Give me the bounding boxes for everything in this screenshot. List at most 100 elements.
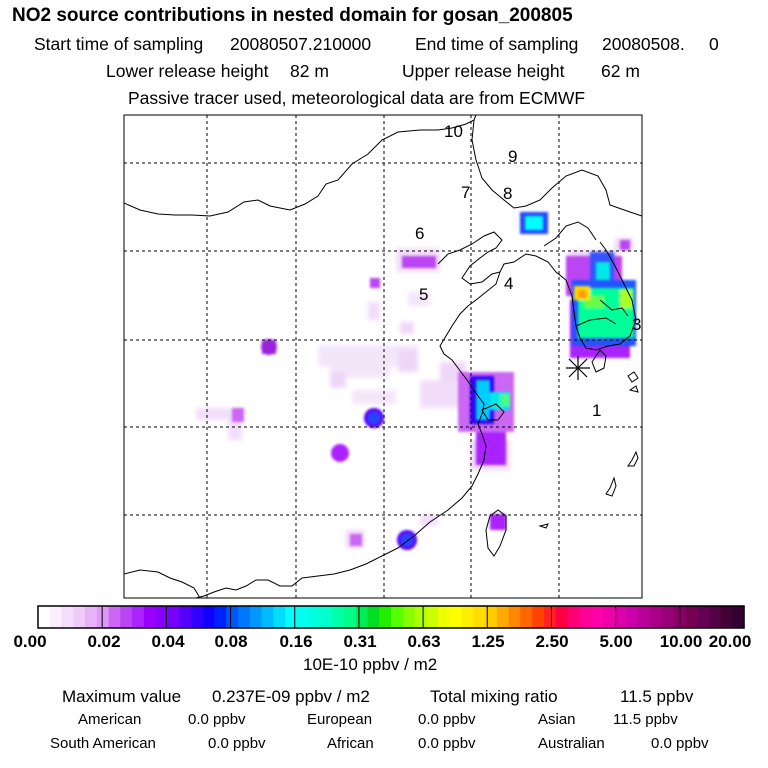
region-label-4: 4 (504, 274, 513, 293)
colorbar-swatch (685, 606, 698, 628)
colorbar-swatch (202, 606, 216, 628)
colorbar-tick: 5.00 (599, 632, 633, 651)
colorbar-tick: 20.00 (708, 632, 752, 651)
colorbar-swatch (332, 606, 345, 628)
tracer-note: Passive tracer used, meteorological data… (128, 88, 586, 108)
colorbar-swatch (367, 606, 380, 628)
lower-height-label: Lower release height (106, 61, 269, 81)
end-time-label: End time of sampling (415, 34, 579, 54)
colorbar-swatch (626, 606, 639, 628)
start-time-value: 20080507.210000 (230, 34, 372, 54)
colorbar-swatch (179, 606, 192, 628)
receptor-star-marker (566, 356, 590, 380)
colorbar-swatch (496, 606, 510, 628)
concentration-high-layer (476, 216, 634, 420)
colorbar-swatch (543, 606, 557, 628)
colorbar-frame (37, 605, 745, 629)
colorbar-swatch (190, 606, 204, 628)
south-american-label: South American (50, 735, 156, 752)
colorbar-swatch (61, 606, 74, 628)
colorbar-swatch (132, 606, 145, 628)
region-label-10: 10 (444, 122, 463, 141)
map-grid (124, 115, 642, 598)
colorbar-tick: 10.00 (659, 632, 703, 651)
colorbar-swatches (38, 606, 745, 628)
african-label: African (327, 735, 374, 752)
colorbar-swatch (249, 606, 263, 628)
colorbar-swatch (567, 606, 580, 628)
colorbar-swatch (96, 606, 110, 628)
lower-height-value: 82 m (290, 61, 329, 81)
colorbar-swatch (508, 606, 522, 628)
colorbar-swatch (708, 606, 722, 628)
colorbar-swatch (461, 606, 474, 628)
colorbar-swatch (273, 606, 286, 628)
colorbar-swatch (238, 606, 251, 628)
colorbar-swatch (226, 606, 239, 628)
colorbar-swatch (343, 606, 357, 628)
start-time-label: Start time of sampling (34, 34, 204, 54)
region-label-7: 7 (461, 183, 470, 202)
colorbar-swatch (73, 606, 86, 628)
colorbar-swatch (296, 606, 310, 628)
map-frame (123, 114, 643, 599)
south-american-value: 0.0 ppbv (208, 735, 266, 752)
colorbar-swatch (108, 606, 121, 628)
colorbar-swatch (261, 606, 274, 628)
colorbar-tick: 2.50 (535, 632, 569, 651)
colorbar-swatch (520, 606, 533, 628)
total-mixing-label: Total mixing ratio (430, 687, 558, 706)
region-label-1: 1 (592, 401, 601, 420)
region-label-3: 3 (632, 315, 641, 334)
colorbar-swatch (438, 606, 451, 628)
colorbar-swatch (308, 606, 321, 628)
upper-height-value: 62 m (601, 61, 640, 81)
colorbar-swatch (214, 606, 227, 628)
colorbar-swatch (38, 606, 51, 628)
end-time-value: 20080508. 0 (602, 34, 719, 54)
colorbar-swatch (591, 606, 604, 628)
colorbar-unit: 10E-10 ppbv / m2 (303, 655, 438, 674)
colorbar-swatch (379, 606, 392, 628)
colorbar-tick: 0.04 (151, 632, 185, 651)
european-value: 0.0 ppbv (418, 711, 476, 728)
colorbar-swatch (614, 606, 627, 628)
colorbar-swatch (167, 606, 180, 628)
colorbar-swatch (320, 606, 333, 628)
african-value: 0.0 ppbv (418, 735, 476, 752)
asian-value: 11.5 ppbv (613, 711, 678, 728)
colorbar-swatch (426, 606, 439, 628)
colorbar-swatch (355, 606, 369, 628)
colorbar-tick: 0.16 (279, 632, 313, 651)
colorbar-swatch (391, 606, 404, 628)
colorbar-swatch (285, 606, 298, 628)
colorbar-swatch (485, 606, 498, 628)
european-label: European (307, 711, 373, 728)
colorbar-tick: 1.25 (471, 632, 505, 651)
colorbar-swatch (85, 606, 98, 628)
coastlines (124, 115, 642, 598)
colorbar-swatch (120, 606, 133, 628)
colorbar-swatch (579, 606, 592, 628)
colorbar-swatch (555, 606, 569, 628)
colorbar-swatch (143, 606, 157, 628)
colorbar-swatch (449, 606, 463, 628)
colorbar-swatch (49, 606, 63, 628)
colorbar-swatch (720, 606, 733, 628)
page-title: NO2 source contributions in nested domai… (12, 5, 573, 26)
colorbar-tick: 0.31 (343, 632, 377, 651)
american-value: 0.0 ppbv (188, 711, 246, 728)
map-area: 10 9 7 8 6 4 5 3 1 (124, 115, 642, 598)
colorbar-tick: 0.63 (407, 632, 441, 651)
max-value: 0.237E-09 ppbv / m2 (212, 687, 370, 706)
colorbar-swatch (155, 606, 169, 628)
colorbar-tick: 0.00 (13, 632, 47, 651)
colorbar-tick: 0.02 (87, 632, 121, 651)
colorbar-swatch (602, 606, 616, 628)
american-label: American (78, 711, 142, 728)
colorbar-swatch (661, 606, 674, 628)
australian-value: 0.0 ppbv (651, 735, 709, 752)
colorbar-swatch (696, 606, 710, 628)
colorbar-swatch (649, 606, 663, 628)
